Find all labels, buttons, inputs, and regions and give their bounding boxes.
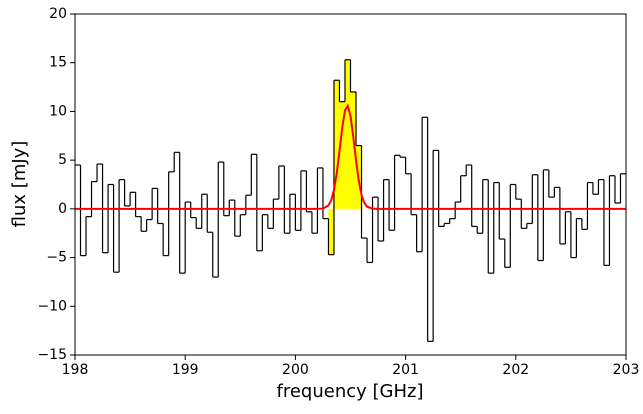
x-tick-label: 202 bbox=[502, 362, 529, 378]
highlight-fill bbox=[339, 101, 345, 209]
y-tick-label: 15 bbox=[49, 55, 67, 71]
highlight-fill bbox=[333, 80, 340, 209]
y-tick-label: 20 bbox=[49, 6, 67, 22]
highlight-fill bbox=[350, 91, 357, 209]
x-tick-label: 201 bbox=[392, 362, 419, 378]
y-axis-label: flux [mJy] bbox=[9, 141, 30, 228]
x-tick-label: 203 bbox=[613, 362, 640, 378]
y-tick-label: −15 bbox=[37, 347, 67, 363]
fit-line bbox=[75, 103, 626, 210]
y-tick-label: −10 bbox=[37, 298, 67, 314]
y-tick-label: 0 bbox=[58, 201, 67, 217]
x-tick-label: 198 bbox=[62, 362, 89, 378]
y-tick-label: −5 bbox=[46, 250, 67, 266]
y-tick-label: 10 bbox=[49, 103, 67, 119]
x-tick-label: 199 bbox=[172, 362, 199, 378]
y-tick-label: 5 bbox=[58, 152, 67, 168]
highlight-fill bbox=[328, 208, 334, 255]
highlight-fill bbox=[344, 59, 351, 209]
axes-frame bbox=[74, 13, 627, 356]
x-tick-label: 200 bbox=[282, 362, 309, 378]
x-axis-label: frequency [GHz] bbox=[277, 381, 424, 402]
plot-area bbox=[75, 59, 626, 342]
